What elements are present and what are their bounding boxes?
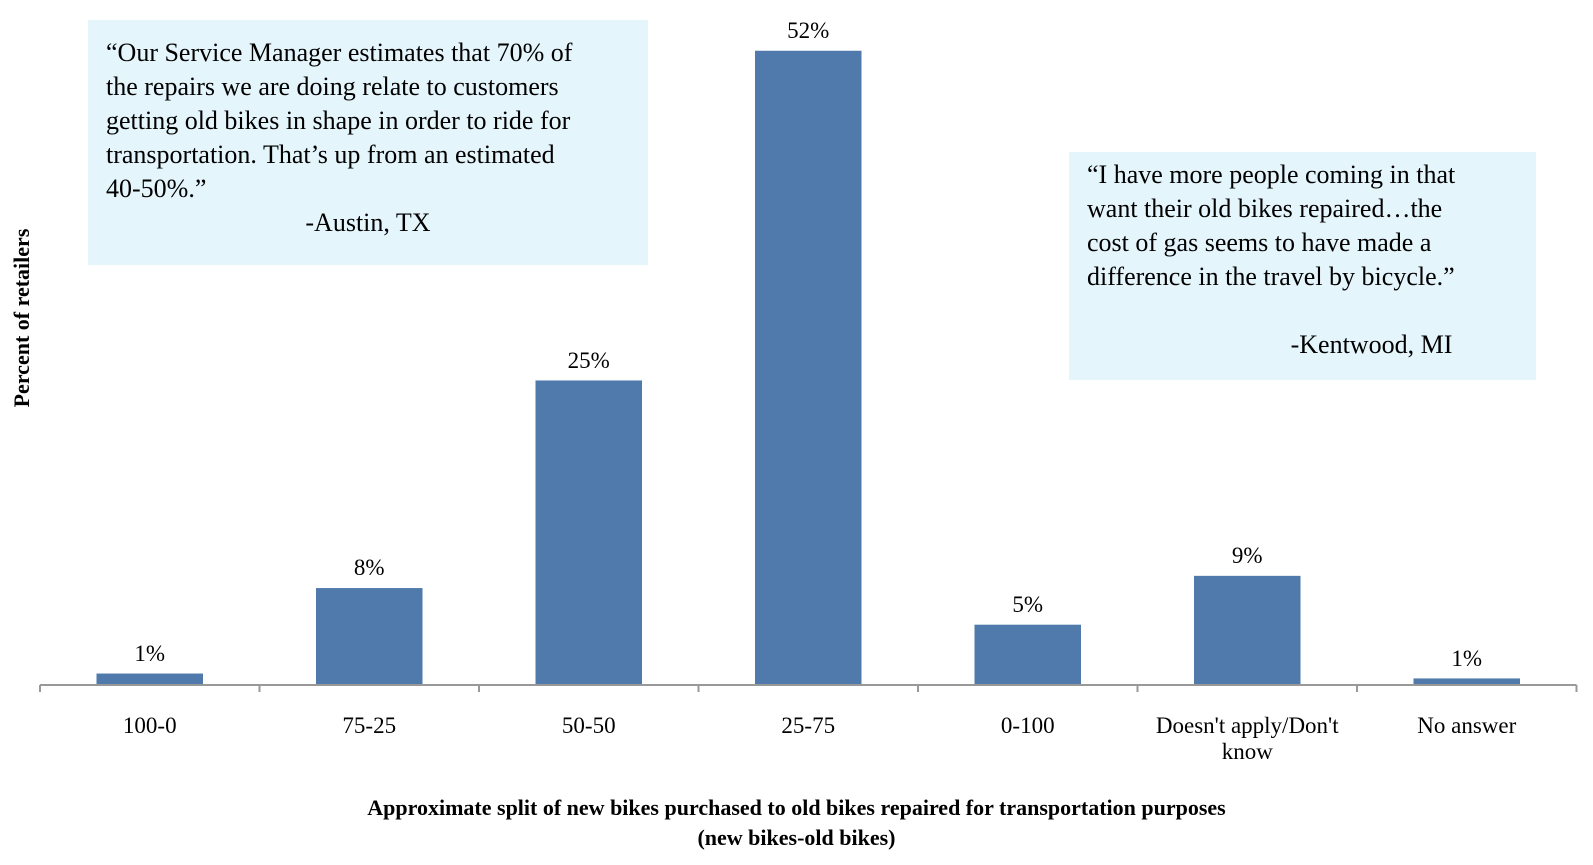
quote-line: “Our Service Manager estimates that 70% … [106, 38, 573, 67]
value-label: 1% [134, 640, 166, 666]
quote-line: want their old bikes repaired…the [1087, 194, 1443, 223]
quote-line: difference in the travel by bicycle.” [1087, 262, 1455, 291]
quote-box: “Our Service Manager estimates that 70% … [88, 20, 648, 265]
value-label: 9% [1231, 543, 1263, 569]
x-axis-subtitle: (new bikes-old bikes) [697, 825, 896, 850]
quote-line: getting old bikes in shape in order to r… [106, 106, 571, 135]
quote-line: 40-50%.” [106, 174, 207, 203]
x-tick-label: 75-25 [342, 713, 397, 738]
value-label: 25% [567, 347, 610, 373]
bar [1192, 574, 1302, 686]
x-tick-label: 50-50 [561, 713, 616, 738]
x-tick-label: 0-100 [1000, 713, 1055, 738]
quote-box: “I have more people coming in that want t… [1069, 152, 1536, 380]
quote-line: the repairs we are doing relate to custo… [106, 72, 559, 101]
x-tick-label: Doesn't apply/Don't know [1155, 713, 1339, 764]
quote-line: cost of gas seems to have made a [1087, 228, 1432, 257]
bar [95, 672, 205, 686]
bar [973, 623, 1083, 686]
bar [314, 586, 424, 686]
x-tick-label: 100-0 [122, 713, 177, 738]
bar [1412, 676, 1522, 686]
x-axis-title: Approximate split of new bikes purchased… [367, 795, 1226, 820]
value-label: 1% [1451, 645, 1483, 671]
quote-line: “I have more people coming in that [1087, 160, 1456, 189]
y-axis-title: Percent of retailers [9, 228, 34, 408]
x-tick-label: 25-75 [781, 713, 836, 738]
quote-attribution: -Austin, TX [305, 208, 431, 237]
bar [753, 49, 863, 686]
quote-attribution: -Kentwood, MI [1290, 330, 1453, 359]
bar [534, 378, 644, 686]
value-label: 5% [1012, 591, 1044, 617]
x-tick-label: No answer [1417, 713, 1517, 738]
value-label: 52% [787, 18, 830, 43]
quote-line: transportation. That’s up from an estima… [106, 140, 555, 169]
value-label: 8% [353, 555, 385, 581]
